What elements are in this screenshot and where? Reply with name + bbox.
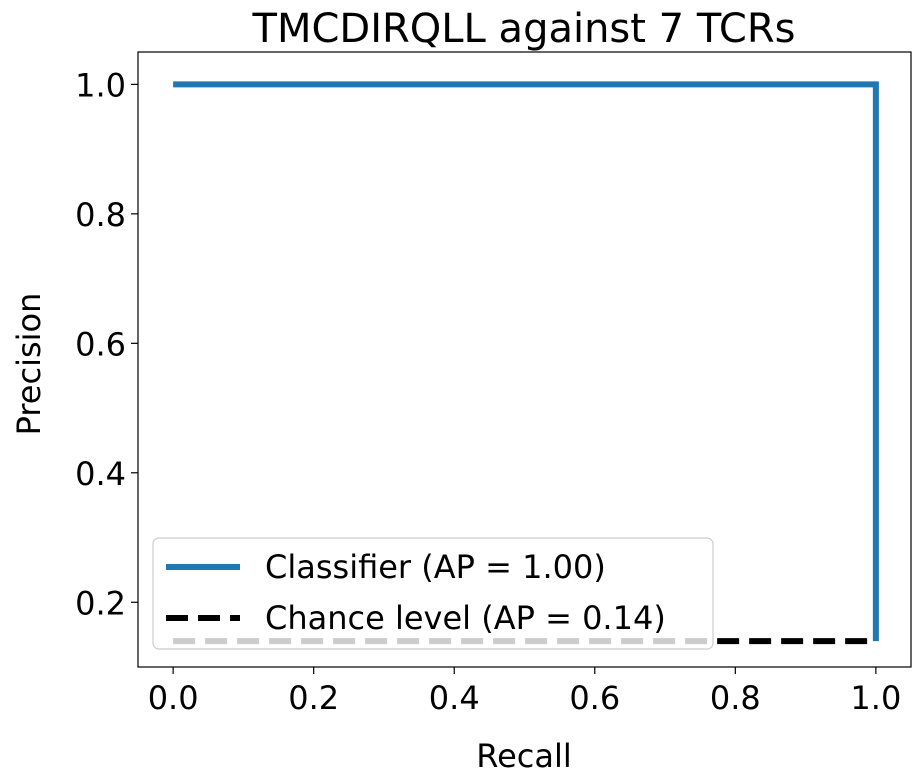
y-tick-label: 1.0: [75, 66, 126, 104]
x-tick-label: 0.8: [710, 679, 761, 717]
y-tick-label: 0.2: [75, 584, 126, 622]
y-axis-label: Precision: [10, 293, 48, 436]
x-tick-label: 0.6: [569, 679, 620, 717]
x-tick-label: 0.0: [148, 679, 199, 717]
y-tick-label: 0.4: [75, 455, 126, 493]
series-line-classifier: [173, 81, 879, 642]
chart-title: TMCDIRQLL against 7 TCRs: [252, 6, 796, 52]
legend-label-classifier: Classifier (AP = 1.00): [265, 548, 606, 586]
y-tick-label: 0.6: [75, 325, 126, 363]
x-tick-label: 0.2: [288, 679, 339, 717]
x-axis-label: Recall: [476, 737, 571, 775]
axis-ticks: 0.0 0.2 0.4 0.6 0.8 1.0 0.2 0.4 0.6 0.8 1.0: [75, 66, 901, 717]
legend-label-chance-level: Chance level (AP = 0.14): [265, 599, 666, 637]
x-tick-label: 0.4: [429, 679, 480, 717]
y-tick-label: 0.8: [75, 196, 126, 234]
x-tick-label: 1.0: [850, 679, 901, 717]
legend: Classifier (AP = 1.00) Chance level (AP …: [152, 537, 714, 650]
legend-box: [152, 537, 714, 650]
plot-frame: [137, 51, 912, 668]
